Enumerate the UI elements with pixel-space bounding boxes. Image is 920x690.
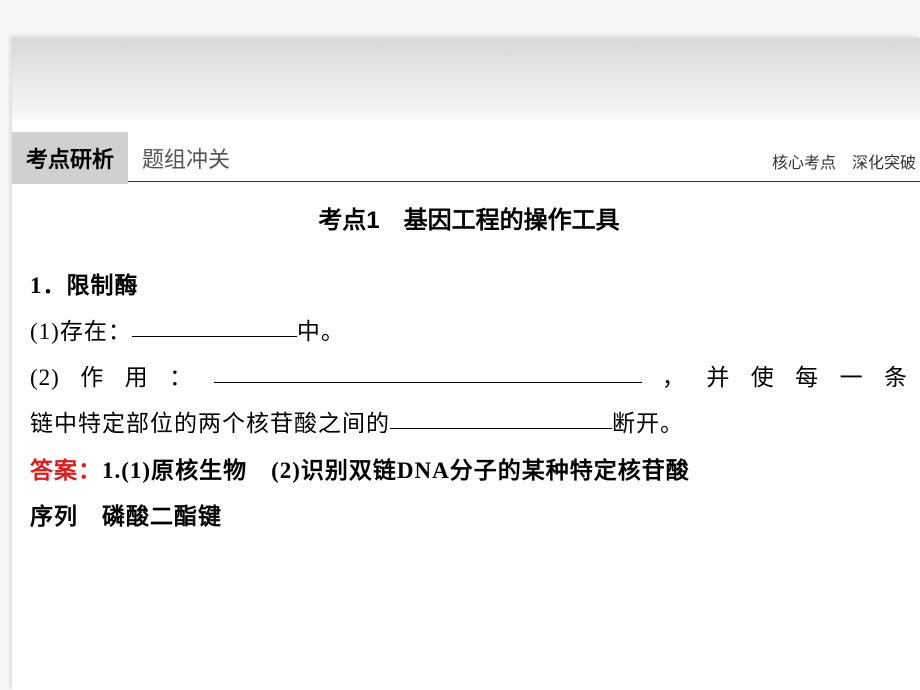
sub2-line1: (2)作用： ，并使每一条	[30, 355, 908, 401]
sub2-line2b: 断开。	[612, 411, 684, 436]
section-title: 考点1 基因工程的操作工具	[30, 200, 908, 235]
tab-right-label: 核心考点 深化突破	[762, 139, 920, 177]
item1-title: 限制酶	[67, 273, 139, 298]
item1: 1．限制酶	[30, 263, 908, 309]
header-gradient-overlay	[12, 38, 920, 120]
tab-active[interactable]: 考点研析	[12, 132, 128, 184]
blank2	[214, 360, 642, 383]
sub2-line2a: 链中特定部位的两个核苷酸之间的	[30, 411, 390, 436]
answer-text2: 序列 磷酸二酯键	[30, 504, 222, 529]
blank3	[390, 406, 612, 429]
answer-line2: 序列 磷酸二酯键	[30, 494, 908, 540]
blank1	[132, 314, 297, 337]
sub1-label: (1)存在：	[30, 319, 132, 344]
sub1-line: (1)存在： 中。	[30, 309, 908, 355]
sub1-tail: 中。	[297, 319, 345, 344]
sub2-line2: 链中特定部位的两个核苷酸之间的 断开。	[30, 401, 908, 447]
answer-label: 答案：	[30, 457, 102, 483]
tab-inactive[interactable]: 题组冲关	[128, 132, 244, 184]
sub2-label: (2)作用：	[30, 365, 214, 390]
sub2-mid: ，并使每一条	[642, 365, 909, 390]
tab-row: 考点研析 题组冲关 核心考点 深化突破	[12, 134, 920, 182]
answer-line1: 答案：1.(1)原核生物 (2)识别双链DNA分子的某种特定核苷酸	[30, 447, 908, 494]
content-area: 考点1 基因工程的操作工具 1．限制酶 (1)存在： 中。 (2)作用： ，并使每一…	[30, 200, 908, 540]
item1-number: 1．	[30, 273, 67, 298]
answer-text1: 1.(1)原核生物 (2)识别双链DNA分子的某种特定核苷酸	[102, 458, 690, 483]
